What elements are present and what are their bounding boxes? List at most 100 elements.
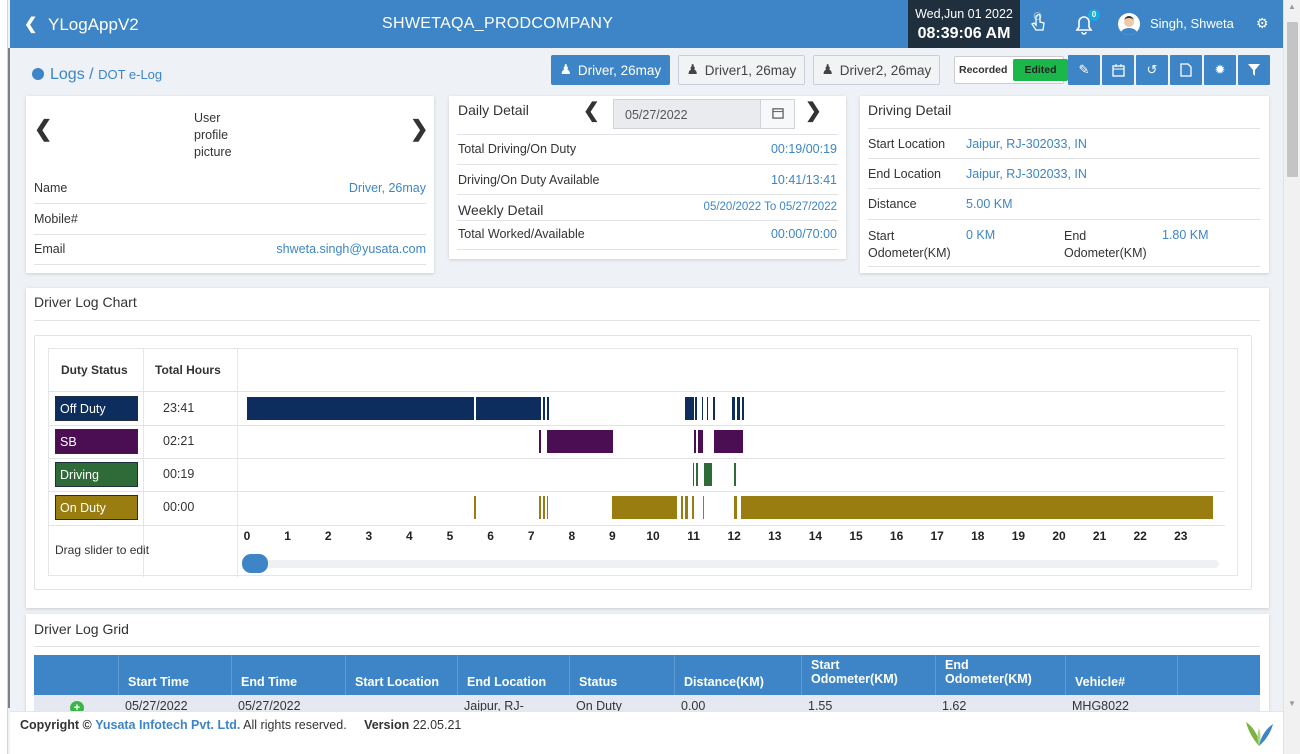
duty-bar-segment[interactable] [691,496,694,519]
start-odometer-value: 0 KM [966,228,996,242]
expand-row-icon[interactable]: + [70,701,84,711]
hour-tick-label: 23 [1174,529,1188,543]
duty-bar-segment[interactable] [543,397,546,420]
duty-bar-segment[interactable] [475,397,542,420]
duty-bar-segment[interactable] [701,397,704,420]
duty-bar-segment[interactable] [685,397,694,420]
drag-hint: Drag slider to edit [55,543,150,557]
chart-title: Driver Log Chart [34,294,137,310]
duty-bar-segment[interactable] [692,463,695,486]
duty-bar-segment[interactable] [685,496,688,519]
grid-column-header[interactable]: Distance(KM) [684,675,764,689]
legend-off-duty: Off Duty [55,396,138,421]
duty-bar-segment[interactable] [693,430,696,453]
bell-icon[interactable] [1075,14,1093,36]
touch-icon[interactable] [1030,12,1046,40]
recorded-label[interactable]: Recorded [959,64,1008,76]
end-location-value: Jaipur, RJ-302033, IN [966,167,1087,181]
hour-tick-label: 4 [406,529,413,543]
duty-bar-segment[interactable] [713,430,744,453]
table-row[interactable]: + 05/27/2022 05/27/2022 Jaipur, RJ- On Duty… [34,695,1260,711]
footer: Copyright © Yusata Infotech Pvt. Ltd. Al… [10,711,1283,754]
grid-column-header[interactable]: Start Location [355,675,440,689]
grid-column-header[interactable]: Status [579,675,618,689]
history-icon[interactable]: ↺ [1136,55,1168,85]
version-label: Version [364,718,410,732]
calendar-picker-icon[interactable] [760,100,794,128]
duty-bar-segment[interactable] [696,463,699,486]
duty-bar-segment[interactable] [539,430,541,453]
driver-button-2[interactable]: ♟ Driver1, 26may [678,55,805,85]
prev-driver-arrow[interactable]: ❮ [34,116,53,141]
edited-label[interactable]: Edited [1013,59,1068,81]
grid-cell: On Duty [576,699,622,711]
prev-day-arrow[interactable]: ❮ [583,100,600,122]
duty-bar-segment[interactable] [695,397,697,420]
duty-bar-segment[interactable] [737,397,740,420]
duty-bar-segment[interactable] [612,496,678,519]
footer-company-link[interactable]: Yusata Infotech Pvt. Ltd. [95,718,241,732]
available-label: Driving/On Duty Available [458,173,600,187]
grid-column-header[interactable]: End Odometer(KM) [945,658,1032,686]
grid-cell: 0.00 [681,699,706,711]
settings-icon[interactable]: ✹ [1204,55,1236,85]
user-name[interactable]: Singh, Shweta [1150,16,1234,31]
grid-column-header[interactable]: End Time [241,675,298,689]
duty-bar-segment[interactable] [703,463,712,486]
top-bar: ❮ YLogAppV2 SHWETAQA_PRODCOMPANY Wed,Jun… [10,0,1283,48]
scroll-up-arrow-icon[interactable]: ▲ [1288,2,1296,11]
notification-badge: 0 [1088,9,1100,21]
next-day-arrow[interactable]: ❯ [805,100,822,122]
duty-bar-segment[interactable] [698,430,703,453]
settings-gears-icon[interactable]: ⚙ [1256,15,1269,31]
version-value: 22.05.21 [412,718,462,732]
driver-button-3[interactable]: ♟ Driver2, 26may [813,55,940,85]
duty-bar-segment[interactable] [247,397,475,420]
scroll-down-arrow-icon[interactable]: ▼ [1288,699,1296,708]
duty-bar-segment[interactable] [546,397,549,420]
next-driver-arrow[interactable]: ❯ [410,116,429,141]
duty-bar-segment[interactable] [546,430,614,453]
driver-button-1[interactable]: ♟ Driver, 26may [551,55,670,85]
start-location-label: Start Location [868,137,946,151]
duty-bar-segment[interactable] [474,496,476,519]
filter-icon[interactable] [1238,55,1270,85]
duty-bar-segment[interactable] [734,463,736,486]
duty-bar-segment[interactable] [702,496,705,519]
calendar-icon[interactable] [1102,55,1134,85]
pencil-icon[interactable]: ✎ [1068,55,1100,85]
grid-column-header[interactable]: Vehicle# [1075,675,1126,689]
duty-bar-segment[interactable] [732,397,735,420]
breadcrumb-dot-elog: DOT e-Log [98,67,163,82]
hour-tick-label: 15 [849,529,863,543]
recorded-edited-toggle[interactable]: Recorded Edited [954,56,1068,84]
hour-tick-label: 2 [324,529,332,543]
duty-bar-segment[interactable] [742,397,744,420]
vertical-scrollbar[interactable]: ▲ ▼ [1283,0,1300,754]
grid-column-header[interactable]: Start Odometer(KM) [811,658,898,686]
back-arrow-icon[interactable]: ❮ [24,16,38,33]
duty-bar-segment[interactable] [546,496,549,519]
duty-bar-segment[interactable] [543,496,545,519]
duty-bar-segment[interactable] [681,496,684,519]
time-slider-handle[interactable] [242,554,269,573]
grid-column-header[interactable]: Start Time [128,675,189,689]
grid-cell: 05/27/2022 [238,699,301,711]
user-avatar[interactable] [1118,13,1140,35]
grid-column-header[interactable]: End Location [467,675,547,689]
hour-tick-label: 9 [609,529,616,543]
duty-bar-segment[interactable] [713,397,715,420]
hour-tick-label: 13 [768,529,782,543]
hour-tick-label: 0 [243,529,251,543]
scrollbar-thumb[interactable] [1287,22,1298,177]
company-name: SHWETAQA_PRODCOMPANY [382,15,614,32]
duty-bar-segment[interactable] [539,496,541,519]
duty-bar-segment[interactable] [740,496,1214,519]
pdf-icon[interactable] [1170,55,1202,85]
duty-bar-segment[interactable] [734,496,738,519]
time-slider-track[interactable] [243,560,1219,568]
hour-tick-label: 5 [446,529,454,543]
breadcrumb-logs[interactable]: Logs [50,66,85,83]
duty-bar-segment[interactable] [706,397,709,420]
date-input[interactable]: 05/27/2022 [613,99,795,129]
